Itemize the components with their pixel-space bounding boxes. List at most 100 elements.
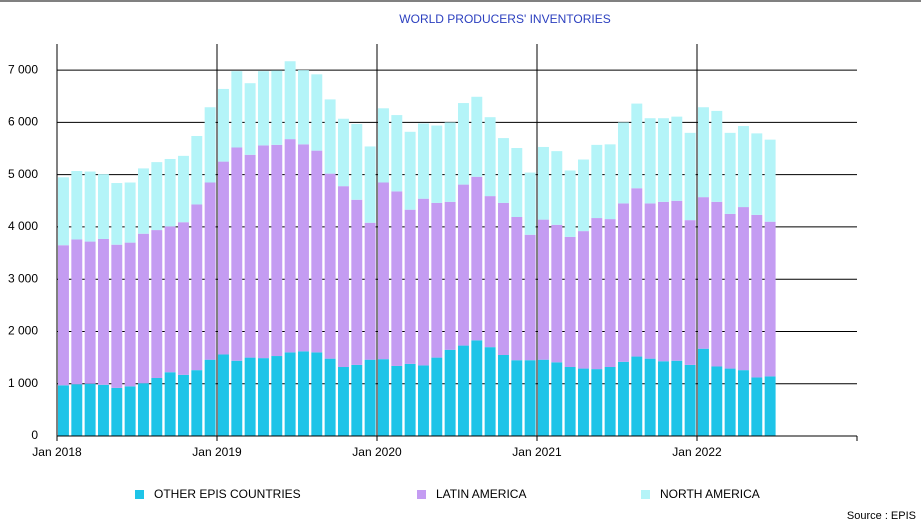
bar-segment: [511, 217, 523, 361]
bar-segment: [444, 122, 456, 202]
bar-segment: [604, 144, 616, 220]
bar-segment: [178, 374, 189, 436]
bar-segment: [524, 234, 536, 361]
bar-segment: [218, 161, 229, 355]
bar-segment: [738, 207, 749, 371]
bar-segment: [231, 360, 243, 436]
bar-segment: [124, 242, 136, 387]
bar-segment: [138, 233, 149, 384]
bar-segment: [564, 236, 576, 368]
bar-segment: [551, 224, 563, 363]
bar-segment: [764, 376, 776, 436]
bar-segment: [644, 118, 656, 204]
bar-segment: [258, 358, 269, 436]
bar-segment: [218, 88, 229, 162]
bar-segment: [284, 139, 296, 353]
bar-segment: [271, 356, 283, 436]
bar-segment: [391, 115, 403, 192]
bar-segment: [498, 138, 509, 203]
bar-segment: [84, 171, 96, 242]
bar-segment: [524, 360, 536, 436]
bar-segment: [618, 361, 629, 436]
legend-swatch: [417, 490, 426, 499]
bar-segment: [658, 361, 669, 436]
bar-segment: [591, 369, 603, 436]
bar-segment: [591, 144, 603, 219]
bar-segment: [618, 122, 629, 204]
bar-segment: [364, 146, 376, 223]
bar-segment: [138, 168, 149, 234]
bar-segment: [284, 352, 296, 436]
bar-segment: [164, 158, 176, 227]
bar-segment: [511, 148, 523, 218]
bar-segment: [71, 239, 83, 385]
bar-segment: [378, 108, 389, 183]
bar-segment: [631, 188, 643, 357]
bar-segment: [551, 151, 563, 225]
bar-segment: [58, 385, 69, 436]
bar-segment: [671, 200, 683, 361]
bar-segment: [484, 347, 496, 436]
y-tick-label: 2 000: [8, 324, 38, 338]
bar-segment: [258, 145, 269, 359]
bar-segment: [551, 362, 563, 436]
bar-segment: [711, 366, 723, 436]
bar-segment: [391, 191, 403, 366]
bar-segment: [138, 383, 149, 436]
bar-segment: [698, 107, 709, 198]
bar-segment: [191, 370, 203, 436]
bar-segment: [738, 126, 749, 208]
bar-segment: [111, 183, 123, 245]
bar-segment: [684, 132, 696, 221]
bar-segment: [244, 83, 256, 155]
bar-segment: [644, 203, 656, 359]
bar-segment: [311, 74, 323, 151]
bar-segment: [538, 219, 549, 360]
bar-segment: [538, 146, 549, 220]
bar-segment: [538, 359, 549, 436]
bar-segment: [58, 245, 69, 386]
bar-segment: [298, 351, 309, 436]
bar-segment: [751, 377, 763, 436]
bar-segment: [618, 203, 629, 362]
bar-segment: [111, 387, 123, 436]
bar-segment: [591, 218, 603, 370]
bar-segment: [58, 177, 69, 246]
bar-segment: [324, 173, 336, 359]
y-tick-label: 6 000: [8, 115, 38, 129]
bar-segment: [391, 365, 403, 436]
x-tick-label: Jan 2021: [512, 445, 562, 459]
bar-segment: [271, 70, 283, 145]
bar-segment: [84, 241, 96, 384]
bar-segment: [498, 202, 509, 355]
bar-segment: [351, 364, 363, 436]
bar-segment: [631, 356, 643, 436]
bar-segment: [684, 364, 696, 436]
bar-segment: [698, 348, 709, 436]
bar-segment: [671, 116, 683, 201]
bar-segment: [378, 182, 389, 360]
legend-label: OTHER EPIS COUNTRIES: [154, 487, 301, 501]
bar-segment: [258, 71, 269, 146]
bar-segment: [311, 352, 323, 436]
y-tick-label: 1 000: [8, 376, 38, 390]
y-tick-label: 5 000: [8, 167, 38, 181]
bar-segment: [644, 358, 656, 436]
y-tick-label: 3 000: [8, 271, 38, 285]
bar-segment: [458, 184, 469, 346]
bar-segment: [724, 132, 736, 214]
bar-segment: [191, 135, 203, 205]
legend-label: LATIN AMERICA: [436, 487, 526, 501]
bar-segment: [98, 174, 109, 239]
bar-segment: [578, 159, 589, 232]
bar-segment: [124, 182, 136, 243]
bar-segment: [98, 384, 109, 436]
bar-segment: [564, 367, 576, 436]
bar-segment: [724, 368, 736, 436]
bar-segment: [418, 123, 429, 199]
bar-segment: [658, 118, 669, 202]
chart-title: WORLD PRODUCERS' INVENTORIES: [399, 12, 610, 26]
bar-segment: [71, 171, 83, 240]
bar-segment: [378, 359, 389, 436]
